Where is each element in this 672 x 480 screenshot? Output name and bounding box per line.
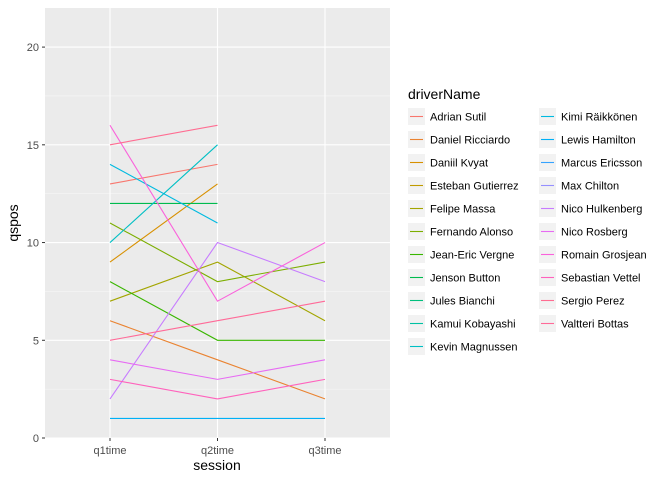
series-line xyxy=(109,183,218,263)
series-line xyxy=(109,124,326,302)
series-line xyxy=(109,281,325,341)
legend-item: Kimi Räikkönen xyxy=(539,108,637,125)
legend-item: Jean-Eric Vergne xyxy=(408,246,514,263)
legend-item: Jenson Button xyxy=(408,269,500,286)
legend-label: Jenson Button xyxy=(430,273,500,285)
legend-label: Daniil Kvyat xyxy=(430,158,488,170)
legend-label: Marcus Ericsson xyxy=(561,158,642,170)
legend-label: Nico Rosberg xyxy=(561,227,628,239)
legend-item: Felipe Massa xyxy=(408,200,496,217)
x-tick-label: q1time xyxy=(93,445,126,457)
legend-item: Kamui Kobayashi xyxy=(408,315,516,332)
series-line xyxy=(109,300,326,341)
series-line xyxy=(109,124,218,146)
y-tick-label: 0 xyxy=(33,433,39,445)
x-axis-title: session xyxy=(193,457,240,473)
legend-label: Kamui Kobayashi xyxy=(430,319,516,331)
legend: Adrian Sutil Daniel Ricciardo Daniil Kvyat… xyxy=(408,108,647,355)
y-axis-ticks: 0 5 10 15 20 xyxy=(27,42,45,445)
legend-item: Valtteri Bottas xyxy=(539,315,629,332)
legend-item: Max Chilton xyxy=(539,177,619,194)
legend-label: Nico Hulkenberg xyxy=(561,204,642,216)
series-line xyxy=(109,359,326,380)
legend-item: Sebastian Vettel xyxy=(539,269,641,286)
series-lines xyxy=(109,124,326,420)
legend-label: Jean-Eric Vergne xyxy=(430,250,514,262)
legend-label: Jules Bianchi xyxy=(430,296,495,308)
series-line xyxy=(109,163,218,224)
legend-item: Daniel Ricciardo xyxy=(408,131,510,148)
legend-item: Esteban Gutierrez xyxy=(408,177,519,194)
legend-label: Adrian Sutil xyxy=(430,112,486,124)
legend-item: Fernando Alonso xyxy=(408,223,513,240)
legend-label: Fernando Alonso xyxy=(430,227,513,239)
legend-label: Lewis Hamilton xyxy=(561,135,636,147)
x-tick-label: q3time xyxy=(308,445,341,457)
x-tick-label: q2time xyxy=(201,445,234,457)
y-tick-label: 20 xyxy=(27,42,39,54)
legend-item: Nico Hulkenberg xyxy=(539,200,642,217)
legend-label: Daniel Ricciardo xyxy=(430,135,510,147)
legend-item: Marcus Ericsson xyxy=(539,154,642,171)
legend-label: Sebastian Vettel xyxy=(561,273,641,285)
legend-item: Lewis Hamilton xyxy=(539,131,636,148)
series-line xyxy=(109,378,326,400)
legend-label: Valtteri Bottas xyxy=(561,319,629,331)
legend-label: Kevin Magnussen xyxy=(430,342,517,354)
legend-label: Sergio Perez xyxy=(561,296,625,308)
series-line xyxy=(109,241,326,400)
legend-item: Nico Rosberg xyxy=(539,223,628,240)
y-tick-label: 10 xyxy=(27,238,39,250)
legend-item: Sergio Perez xyxy=(539,292,625,309)
x-axis-ticks: q1time q2time q3time xyxy=(93,438,342,457)
legend-label: Max Chilton xyxy=(561,181,619,193)
y-tick-label: 15 xyxy=(27,140,39,152)
series-line xyxy=(109,163,218,185)
legend-label: Esteban Gutierrez xyxy=(430,181,519,193)
y-axis-title: qspos xyxy=(5,204,21,241)
legend-label: Kimi Räikkönen xyxy=(561,112,637,124)
legend-item: Adrian Sutil xyxy=(408,108,486,125)
legend-item: Daniil Kvyat xyxy=(408,154,488,171)
legend-title: driverName xyxy=(408,86,481,102)
legend-label: Romain Grosjean xyxy=(561,250,647,262)
legend-item: Kevin Magnussen xyxy=(408,338,517,355)
series-line xyxy=(109,261,326,322)
y-tick-label: 5 xyxy=(33,335,39,347)
legend-label: Felipe Massa xyxy=(430,204,496,216)
legend-item: Romain Grosjean xyxy=(539,246,647,263)
legend-item: Jules Bianchi xyxy=(408,292,495,309)
